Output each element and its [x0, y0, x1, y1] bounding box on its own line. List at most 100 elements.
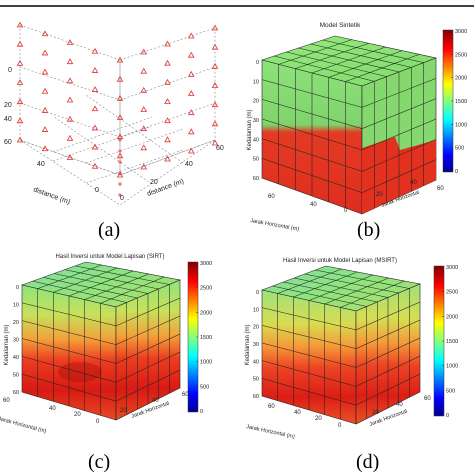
colorbar-tick-label: 2000 — [455, 76, 467, 82]
sensor-marker — [187, 32, 195, 39]
z-tick-label: 30 — [253, 118, 259, 124]
colorbar-tick-label: 2000 — [200, 310, 212, 316]
sensor-marker — [66, 154, 74, 160]
sensor-marker — [211, 82, 219, 88]
grid-line — [75, 265, 170, 285]
x-tick: 60 — [268, 404, 275, 410]
sensor-marker — [164, 59, 171, 66]
x-tick: 20 — [74, 412, 81, 418]
sensor-marker — [66, 77, 74, 84]
x-tick: 0 — [96, 419, 100, 425]
panel-a: 0 20 40 60 40 0 0 20 40 60 distance (m) … — [4, 21, 224, 241]
sensor-marker — [164, 98, 171, 104]
sensor-marker — [16, 98, 24, 105]
caption-a: (a) — [98, 219, 120, 241]
anomaly-blob — [58, 362, 102, 382]
sensor-marker — [118, 171, 122, 175]
sensor-marker — [187, 128, 195, 135]
chart-title: Hasil Inversi untuk Model Lapisan (MSIRT… — [283, 258, 397, 264]
colorbar-tick-label: 0 — [446, 413, 449, 419]
sensor-marker — [164, 78, 171, 85]
y-tick: 60 — [437, 186, 444, 192]
z-tick-label: 30 — [253, 342, 259, 348]
sensor-marker — [41, 30, 49, 37]
z-tick-label: 40 — [253, 137, 259, 143]
sensor-marker — [16, 40, 24, 47]
sensor-marker — [187, 90, 195, 96]
x-tick: 0 — [338, 423, 342, 429]
sensor-marker — [91, 105, 99, 112]
sensor-marker — [187, 109, 195, 116]
grid-line — [261, 158, 363, 193]
sensor-marker — [211, 139, 219, 146]
z-tick-label: 0 — [256, 60, 259, 66]
sensor-marker — [164, 40, 171, 47]
chart-title: Model Sintetik — [320, 22, 362, 29]
z-tick-label: 0 — [256, 290, 259, 296]
y-tick: 20 — [150, 179, 158, 186]
panel-d: Hasil Inversi untuk Model Lapisan (MSIRT… — [245, 258, 458, 473]
sensor-marker — [41, 126, 49, 132]
grid-line — [361, 159, 437, 193]
sensor-marker — [187, 147, 195, 154]
sensor-marker — [187, 51, 195, 58]
y-tick: 40 — [185, 161, 193, 168]
sensor-marker — [164, 155, 171, 162]
z-tick-label: 60 — [13, 390, 19, 396]
sensor-marker — [140, 48, 148, 55]
z-tick-label: 10 — [253, 307, 259, 313]
x-tick: 40 — [37, 161, 45, 168]
marker-group — [16, 21, 219, 197]
sensor-marker — [211, 101, 219, 108]
y-tick: 40 — [396, 402, 403, 408]
sensor-marker — [91, 162, 99, 169]
sensor-marker — [91, 124, 99, 131]
sensor-marker — [16, 79, 24, 85]
sensor-marker — [66, 134, 74, 141]
sensor-marker — [66, 39, 74, 45]
sensor-marker — [140, 163, 148, 170]
sensor-marker — [91, 143, 99, 150]
sensor-marker — [211, 43, 219, 50]
colorbar-tick-label: 1000 — [446, 364, 458, 370]
sensor-marker — [16, 117, 24, 124]
sensor-marker — [66, 115, 74, 122]
z-axis-label: Kedalaman (m) — [245, 324, 251, 365]
sensor-marker — [140, 86, 148, 93]
z-tick-label: 20 — [253, 325, 259, 331]
colorbar-tick-label: 0 — [455, 169, 458, 175]
z-tick: 40 — [4, 116, 12, 123]
colorbar-tick-label: 500 — [200, 384, 209, 390]
z-tick-label: 40 — [253, 359, 259, 365]
y-tick: 40 — [152, 398, 159, 404]
y-tick: 60 — [216, 145, 224, 152]
sensor-marker — [41, 49, 49, 56]
colorbar-tick-label: 1000 — [455, 122, 467, 128]
colorbar-tick-label: 1500 — [446, 339, 458, 345]
y-tick: 0 — [120, 195, 124, 202]
sensor-marker — [41, 68, 49, 75]
colorbar-tick-label: 2500 — [446, 290, 458, 296]
y-tick: 20 — [376, 192, 383, 198]
sensor-marker — [140, 144, 148, 151]
y-tick: 60 — [424, 396, 431, 402]
colorbar-tick-label: 2500 — [455, 52, 467, 58]
sensor-marker — [41, 145, 49, 152]
x-axis-label: Jarak Horizontal (m) — [250, 218, 300, 233]
z-tick: 60 — [4, 139, 12, 146]
x-axis-label: Jarak Horizontal (m) — [0, 416, 47, 435]
z-tick-label: 40 — [13, 355, 19, 361]
sensor-marker — [164, 136, 171, 143]
sensor-marker — [116, 152, 124, 159]
y-tick: 40 — [410, 180, 417, 186]
sensor-marker — [16, 59, 24, 66]
z-tick-label: 20 — [253, 99, 259, 105]
z-tick-label: 10 — [13, 303, 19, 309]
sensor-marker — [187, 70, 195, 77]
x-tick: 40 — [310, 202, 317, 208]
colorbar-tick-label: 3000 — [200, 261, 212, 267]
sensor-marker — [91, 86, 99, 92]
y-tick: 20 — [372, 410, 379, 416]
x-tick: 40 — [49, 406, 56, 412]
